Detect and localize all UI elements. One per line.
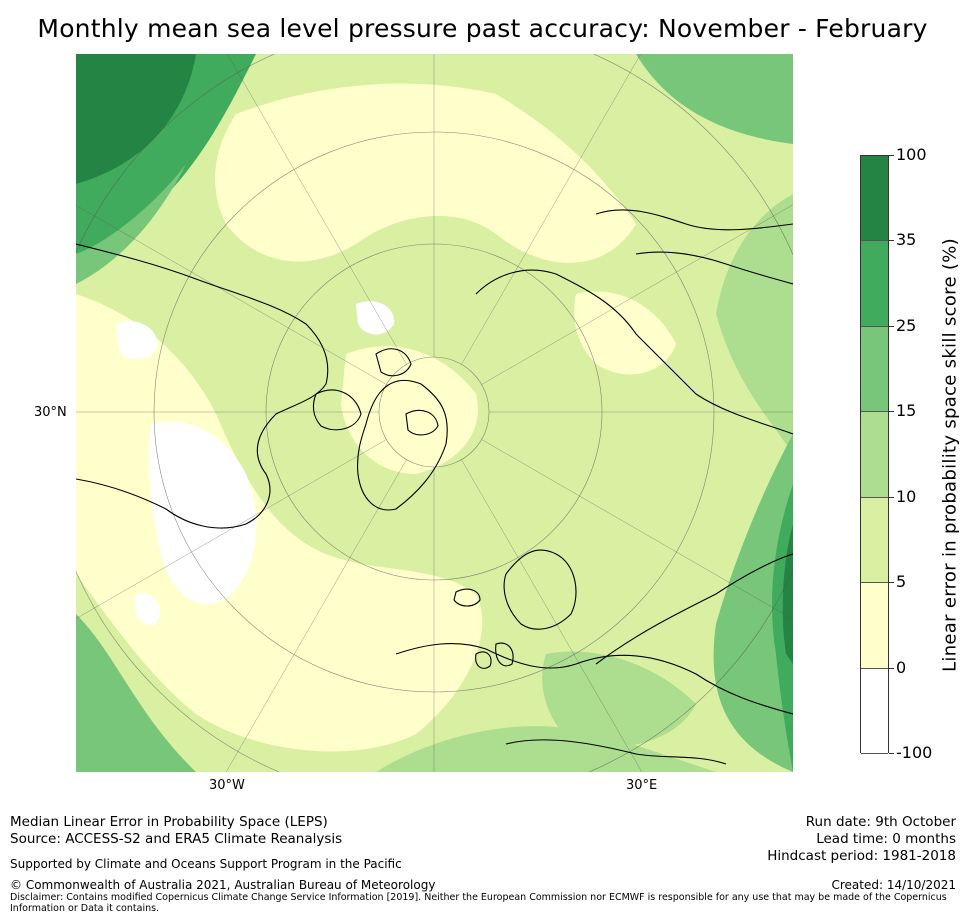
skill-zone-pale [215, 83, 636, 263]
skill-zone-darkest [76, 54, 196, 184]
colorbar-bin [861, 497, 888, 584]
colorbar-tick-mark [889, 582, 894, 584]
graticule-meridian [461, 459, 643, 772]
latitude-label-30n: 30°N [34, 405, 67, 420]
coastline [395, 643, 793, 715]
footer-lead-time: Lead time: 0 months [816, 831, 956, 847]
skill-zone-darkest [782, 524, 793, 664]
coastline [312, 389, 362, 431]
footer-source: Source: ACCESS-S2 and ERA5 Climate Reana… [10, 831, 343, 847]
coastline [503, 549, 577, 630]
coastline [595, 209, 793, 231]
skill-zone-pale [76, 294, 483, 752]
footer-disclaimer-1: Disclaimer: Contains modified Copernicus… [10, 892, 947, 903]
footer-copyright: © Commonwealth of Australia 2021, Austra… [10, 878, 436, 892]
footer-created: Created: 14/10/2021 [831, 878, 956, 892]
skill-zone-negative [134, 593, 160, 625]
skill-zone-mid [76, 614, 196, 772]
chart-title: Monthly mean sea level pressure past acc… [37, 14, 928, 43]
colorbar-tick-label: 10 [896, 486, 917, 506]
coastline [475, 269, 793, 435]
colorbar-tick-label: 25 [896, 315, 917, 335]
graticule-meridian [481, 439, 793, 620]
skill-zone-mid [76, 164, 186, 284]
skill-zone-mid [636, 54, 793, 144]
coastline [76, 243, 329, 529]
colorbar-tick-label: 5 [896, 572, 907, 592]
colorbar-tick-label: 35 [896, 230, 917, 250]
colorbar-tick-label: 0 [896, 657, 907, 677]
colorbar-tick-mark [889, 325, 894, 327]
colorbar-tick-mark [889, 496, 894, 498]
coastline [357, 379, 448, 511]
coastline [453, 588, 481, 607]
colorbar-tick-mark [889, 753, 894, 754]
footer-support: Supported by Climate and Oceans Support … [10, 857, 402, 871]
colorbar-bin [861, 412, 888, 498]
footer-hindcast: Hindcast period: 1981-2018 [767, 848, 956, 864]
graticule-meridian [76, 439, 387, 619]
coastline [475, 651, 492, 669]
skill-zone-light [542, 651, 696, 748]
coastline [405, 409, 439, 436]
footer-disclaimer-2: Information or Data it contains. [10, 903, 160, 914]
skill-zone-pale [574, 291, 676, 375]
polar-map [76, 54, 793, 772]
colorbar-tick-mark [889, 667, 894, 669]
coastline [375, 348, 412, 377]
colorbar-bin [861, 241, 888, 327]
colorbar-tick-label: 15 [896, 401, 917, 421]
graticule-meridian [225, 459, 407, 772]
colorbar-tick-mark [889, 411, 894, 413]
map-canvas [76, 54, 793, 772]
skill-zone-light [376, 726, 716, 772]
coastline [495, 642, 514, 667]
colorbar-tick-mark [889, 155, 894, 156]
skill-zone-light [716, 194, 793, 454]
footer-leps: Median Linear Error in Probability Space… [10, 814, 328, 830]
graticule-meridian [76, 205, 387, 385]
colorbar [860, 155, 889, 754]
colorbar-bin [861, 668, 888, 754]
graticule-meridian [227, 54, 407, 365]
coastline [635, 251, 793, 285]
coastline [505, 739, 727, 765]
skill-zone-negative [149, 421, 257, 604]
colorbar-tick-label: -100 [896, 743, 933, 762]
colorbar-tick-label: 100 [896, 145, 927, 164]
graticule-meridian [461, 54, 641, 365]
graticule-meridian [481, 204, 793, 385]
colorbar-label: Linear error in probability space skill … [939, 238, 961, 672]
colorbar-bin [861, 326, 888, 413]
footer-run-date: Run date: 9th October [805, 814, 956, 830]
longitude-label-30w: 30°W [209, 778, 245, 793]
coastline [595, 553, 793, 665]
skill-zone-negative [116, 321, 158, 360]
colorbar-bin [861, 156, 888, 242]
colorbar-bin [861, 583, 888, 669]
longitude-label-30e: 30°E [626, 778, 658, 793]
skill-zone-mid [713, 434, 793, 772]
colorbar-tick-mark [889, 240, 894, 242]
